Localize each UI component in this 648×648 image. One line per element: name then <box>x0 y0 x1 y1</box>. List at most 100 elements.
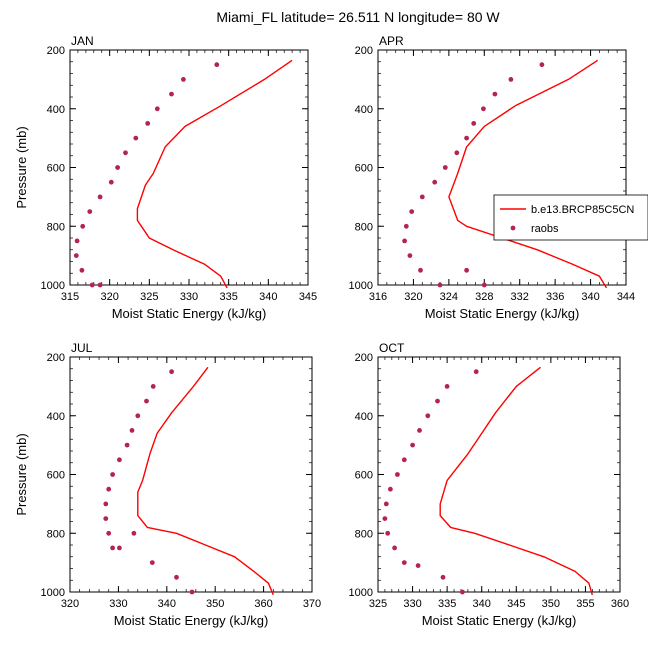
x-tick-label: 350 <box>206 598 224 610</box>
raobs-point <box>87 209 93 215</box>
raobs-point <box>97 282 103 288</box>
panel-jan: 315 320 325 330 335 340 345 200 400 600 800 1000 JAN… <box>14 34 317 321</box>
raobs-point <box>129 428 135 433</box>
x-tick-label: 324 <box>440 291 458 303</box>
raobs-point <box>169 369 175 375</box>
raobs-point <box>110 545 115 551</box>
y-tick-label: 800 <box>47 221 65 233</box>
x-tick-label: 316 <box>369 291 387 303</box>
raobs-point <box>89 282 95 288</box>
x-tick-label: 335 <box>219 291 237 303</box>
raobs-point <box>97 194 103 200</box>
panel-apr: 316 320 324 328 332 336 340 344 200 400 600 800 1000… <box>349 34 636 321</box>
plot-frame <box>377 49 627 286</box>
figure-title: Miami_FL latitude= 26.511 N longitude= 8… <box>216 9 500 25</box>
raobs-point <box>108 179 114 185</box>
x-tick-label: 345 <box>507 598 525 610</box>
raobs-point <box>437 282 443 288</box>
raobs-point <box>454 150 460 156</box>
x-tick-label: 320 <box>100 291 118 303</box>
raobs-point <box>481 282 487 288</box>
y-tick-label: 600 <box>355 163 373 175</box>
y-tick-label: 800 <box>355 528 373 540</box>
x-axis-title: Moist Static Energy (kJ/kg) <box>422 613 577 628</box>
x-tick-label: 360 <box>254 598 272 610</box>
raobs-point <box>169 91 174 97</box>
x-tick-label: 340 <box>473 598 491 610</box>
x-tick-label: 360 <box>611 598 629 610</box>
plot-frame <box>377 356 621 593</box>
x-tick-label: 330 <box>109 598 127 610</box>
raobs-point <box>106 530 112 536</box>
y-tick-label: 200 <box>47 45 65 57</box>
raobs-point <box>407 253 413 258</box>
raobs-point <box>418 267 423 273</box>
raobs-point <box>410 442 415 448</box>
x-tick-label: 340 <box>259 291 277 303</box>
x-tick-label: 340 <box>581 291 599 303</box>
raobs-point <box>464 267 469 273</box>
raobs-point <box>403 223 409 229</box>
raobs-point <box>174 574 179 580</box>
raobs-point <box>135 413 141 419</box>
plot-frame <box>69 356 313 593</box>
y-tick-label: 400 <box>355 411 373 423</box>
raobs-point <box>460 589 465 595</box>
x-tick-label: 345 <box>299 291 317 303</box>
panel-oct: 325 330 335 340 345 350 355 360 200 400 600 800 1000… <box>349 341 630 628</box>
raobs-point <box>133 135 139 141</box>
legend-dot-swatch <box>510 225 516 231</box>
raobs-point <box>539 62 545 68</box>
raobs-point <box>103 516 109 521</box>
model-line <box>137 366 274 596</box>
raobs-point <box>117 457 122 463</box>
x-tick-label: 350 <box>542 598 560 610</box>
panel-label-jul: JUL <box>71 341 93 355</box>
raobs-point <box>435 398 440 404</box>
y-tick-label: 1000 <box>41 587 65 599</box>
x-tick-label: 335 <box>438 598 456 610</box>
y-tick-label: 400 <box>47 104 65 116</box>
raobs-point <box>385 530 391 536</box>
raobs-point <box>492 91 498 97</box>
raobs-point <box>382 516 388 521</box>
x-tick-label: 355 <box>576 598 594 610</box>
panels-container: 315 320 325 330 335 340 345 200 400 600 800 1000 JAN… <box>14 34 635 628</box>
y-tick-label: 800 <box>355 221 373 233</box>
raobs-point <box>80 223 86 229</box>
x-tick-label: 325 <box>140 291 158 303</box>
x-tick-label: 340 <box>158 598 176 610</box>
raobs-point <box>440 574 446 580</box>
raobs-point <box>442 165 448 170</box>
raobs-point <box>392 545 397 551</box>
raobs-point <box>124 442 130 448</box>
x-tick-label: 330 <box>180 291 198 303</box>
y-tick-label: 600 <box>47 163 65 175</box>
legend-model-label: b.e13.BRCP85C5CN <box>531 204 634 216</box>
raobs-point <box>401 457 407 463</box>
y-axis-title: Pressure (mb) <box>14 126 29 208</box>
model-line <box>448 59 608 289</box>
y-tick-label: 800 <box>47 528 65 540</box>
legend: b.e13.BRCP85C5CN raobs <box>493 194 648 241</box>
raobs-point <box>417 428 422 433</box>
raobs-point <box>106 486 112 492</box>
y-axis-title: Pressure (mb) <box>14 433 29 515</box>
raobs-point <box>150 384 156 389</box>
y-tick-label: 1000 <box>349 587 373 599</box>
legend-obs-label: raobs <box>531 223 559 235</box>
x-tick-label: 325 <box>369 598 387 610</box>
legend-box <box>493 194 648 241</box>
raobs-point <box>117 545 122 551</box>
y-tick-label: 1000 <box>41 280 65 292</box>
y-tick-label: 200 <box>355 45 373 57</box>
raobs-point <box>409 209 415 215</box>
raobs-point <box>123 150 128 156</box>
raobs-point <box>432 179 438 185</box>
raobs-point <box>415 563 421 568</box>
x-tick-label: 332 <box>511 291 529 303</box>
raobs-point <box>444 384 450 389</box>
raobs-point <box>471 121 477 126</box>
panel-jul: 320 330 340 350 360 370 200 400 600 800 1000 JUL Moi… <box>14 341 321 628</box>
y-tick-label: 200 <box>355 352 373 364</box>
